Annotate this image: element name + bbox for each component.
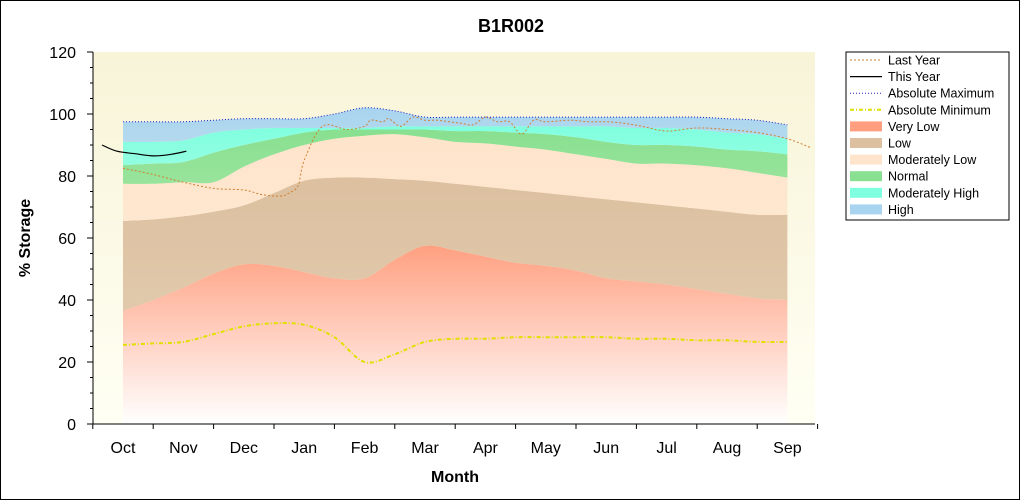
legend-label: Low: [888, 137, 912, 151]
legend-label: Normal: [888, 170, 928, 184]
legend-label: Absolute Maximum: [888, 87, 994, 101]
storage-lines: [101, 107, 812, 364]
legend-label: Moderately High: [888, 186, 979, 200]
y-tick-label: 80: [58, 169, 76, 186]
legend: Last Year This Year Absolute Maximum Absolu…: [845, 51, 1010, 221]
band-low: [123, 177, 788, 311]
legend-swatch: [850, 171, 882, 182]
series-this-year: [101, 144, 187, 157]
legend-swatch: [850, 204, 882, 215]
y-tick-label: 0: [67, 417, 76, 434]
y-tick-label: 120: [49, 45, 76, 62]
x-tick-label: Nov: [169, 440, 197, 457]
axes: 0 20 40 60 80 100 120 Oct Nov Dec Jan Feb Mar Apr May J…: [49, 45, 819, 457]
legend-swatch: [850, 154, 882, 165]
legend-label: This Year: [888, 70, 940, 84]
storage-bands: [123, 107, 788, 424]
x-tick-label: Jan: [291, 440, 317, 457]
series-last-year: [122, 116, 812, 197]
y-tick-label: 40: [58, 293, 76, 310]
legend-label: Very Low: [888, 120, 940, 134]
chart-title: B1R002: [478, 16, 544, 36]
band-high: [123, 107, 788, 143]
y-tick-label: 60: [58, 231, 76, 248]
y-tick-label: 100: [49, 107, 76, 124]
x-tick-label: May: [531, 440, 561, 457]
x-tick-label: Jun: [593, 440, 619, 457]
x-tick-label: Jul: [656, 440, 676, 457]
legend-label: Moderately Low: [888, 153, 977, 167]
series-absolute-minimum: [122, 322, 788, 364]
x-tick-label: Mar: [411, 440, 439, 457]
band-very-low: [123, 245, 788, 424]
x-tick-label: Apr: [473, 440, 499, 457]
band-moderately-high: [123, 126, 788, 166]
band-normal: [123, 129, 788, 184]
y-tick-label: 20: [58, 355, 76, 372]
band-moderately-low: [123, 134, 788, 221]
legend-swatch: [850, 187, 882, 198]
x-tick-label: Dec: [230, 440, 258, 457]
legend-label: High: [888, 203, 914, 217]
legend-label: Last Year: [888, 54, 940, 68]
x-tick-label: Oct: [111, 440, 136, 457]
x-tick-label: Sep: [773, 440, 802, 457]
x-axis-title: Month: [431, 469, 479, 486]
x-tick-label: Aug: [713, 440, 741, 457]
x-tick-label: Feb: [351, 440, 379, 457]
legend-swatch: [850, 138, 882, 148]
legend-label: Absolute Minimum: [888, 103, 991, 117]
y-axis-title: % Storage: [17, 199, 34, 277]
legend-swatch: [850, 121, 882, 132]
